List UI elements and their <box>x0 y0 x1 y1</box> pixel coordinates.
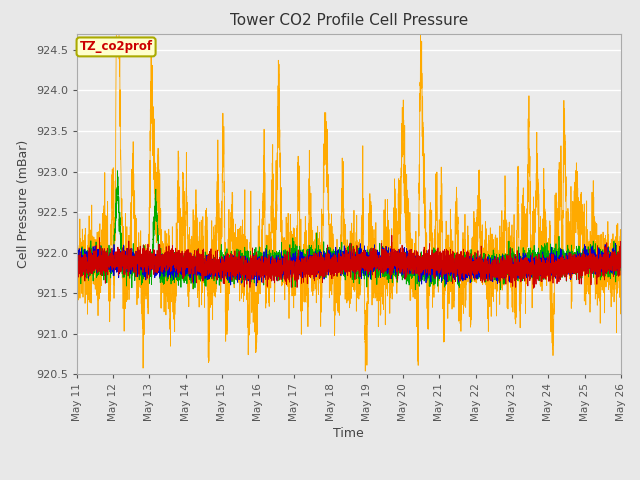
Y-axis label: Cell Pressure (mBar): Cell Pressure (mBar) <box>17 140 30 268</box>
Text: TZ_co2prof: TZ_co2prof <box>79 40 153 53</box>
Title: Tower CO2 Profile Cell Pressure: Tower CO2 Profile Cell Pressure <box>230 13 468 28</box>
X-axis label: Time: Time <box>333 427 364 440</box>
